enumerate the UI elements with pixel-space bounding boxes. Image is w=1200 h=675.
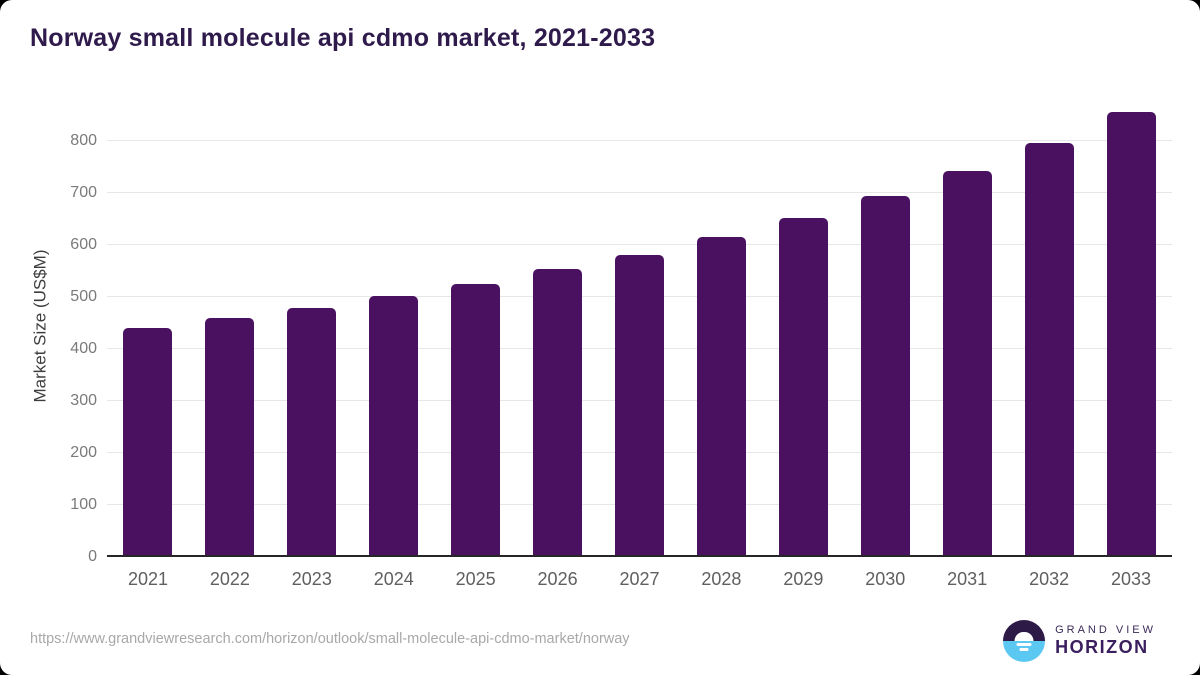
bar-2028 xyxy=(696,236,746,557)
x-tick-label-2027: 2027 xyxy=(619,569,660,589)
bar-2031 xyxy=(942,170,992,557)
x-tick-label-2031: 2031 xyxy=(947,569,988,589)
bar-2024 xyxy=(369,296,419,557)
bar-slot-2021 xyxy=(107,95,189,557)
x-tick-label-2025: 2025 xyxy=(455,569,496,589)
bar-2022 xyxy=(205,318,255,557)
bar-2021 xyxy=(123,328,173,557)
bar-2032 xyxy=(1024,143,1074,557)
y-tick-label-800: 800 xyxy=(70,131,97,149)
y-axis-title-text: Market Size (US$M) xyxy=(31,249,50,403)
grand-view-horizon-logo: GRAND VIEW HORIZON xyxy=(1003,620,1156,662)
bar-slot-2025 xyxy=(435,95,517,557)
bar-2025 xyxy=(451,284,501,557)
gridline xyxy=(107,243,1172,245)
x-tick-label-2032: 2032 xyxy=(1029,569,1070,589)
y-axis-title: Market Size (US$M) xyxy=(26,95,56,557)
bar-slot-2024 xyxy=(353,95,435,557)
bar-slot-2023 xyxy=(271,95,353,557)
horizon-sun-icon xyxy=(1003,620,1046,662)
y-tick-label-100: 100 xyxy=(70,495,97,513)
bar-2030 xyxy=(860,195,910,557)
bar-2023 xyxy=(287,307,337,557)
bar-slot-2030 xyxy=(844,95,926,557)
bar-2029 xyxy=(778,217,828,557)
bar-2026 xyxy=(533,269,583,557)
x-tick-label-2026: 2026 xyxy=(537,569,578,589)
x-tick-label-2029: 2029 xyxy=(783,569,824,589)
plot-area: 0 100 200 300 400 500 600 700 800 xyxy=(70,95,1172,565)
source-url: https://www.grandviewresearch.com/horizo… xyxy=(30,631,630,647)
bar-2033 xyxy=(1106,111,1156,557)
x-tick-label-2028: 2028 xyxy=(701,569,742,589)
bar-slot-2032 xyxy=(1008,95,1090,557)
y-tick-label-200: 200 xyxy=(70,443,97,461)
bar-slot-2028 xyxy=(680,95,762,557)
x-tick-label-2022: 2022 xyxy=(209,569,250,589)
y-tick-label-600: 600 xyxy=(70,235,97,253)
chart-title: Norway small molecule api cdmo market, 2… xyxy=(30,24,656,52)
bar-series xyxy=(107,95,1172,557)
bar-slot-2022 xyxy=(189,95,271,557)
y-tick-label-700: 700 xyxy=(70,183,97,201)
bar-slot-2026 xyxy=(517,95,599,557)
bar-slot-2029 xyxy=(762,95,844,557)
y-tick-label-500: 500 xyxy=(70,287,97,305)
x-tick-label-2021: 2021 xyxy=(127,569,168,589)
bar-slot-2027 xyxy=(599,95,681,557)
bar-2027 xyxy=(614,254,664,557)
logo-product-name: HORIZON xyxy=(1055,636,1149,657)
x-tick-label-2033: 2033 xyxy=(1111,569,1152,589)
x-tick-label-2030: 2030 xyxy=(865,569,906,589)
x-tick-label-2024: 2024 xyxy=(373,569,414,589)
logo-brand-name: GRAND VIEW xyxy=(1055,624,1156,637)
bar-slot-2031 xyxy=(926,95,1008,557)
bar-slot-2033 xyxy=(1090,95,1172,557)
y-tick-label-300: 300 xyxy=(70,391,97,409)
y-tick-label-0: 0 xyxy=(88,548,97,565)
x-axis-line xyxy=(107,555,1172,557)
x-tick-label-2023: 2023 xyxy=(291,569,332,589)
x-axis-labels: 2021 2022 2023 2024 2025 2026 2027 2028 2029 2030… xyxy=(107,569,1172,590)
y-tick-label-400: 400 xyxy=(70,339,97,357)
gridline xyxy=(107,191,1172,193)
gridline xyxy=(107,139,1172,141)
